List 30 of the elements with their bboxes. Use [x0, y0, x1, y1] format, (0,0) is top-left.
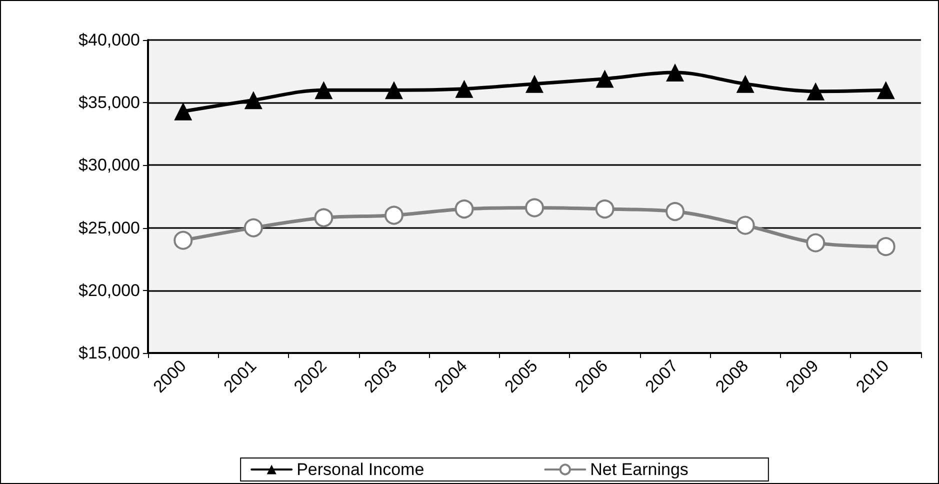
point [384, 206, 404, 225]
point [736, 216, 755, 235]
point [174, 230, 193, 250]
point [244, 218, 263, 238]
point [314, 208, 334, 228]
point [876, 81, 895, 100]
point [806, 82, 825, 100]
point [384, 81, 403, 100]
point [736, 74, 754, 93]
point [174, 102, 192, 120]
point [666, 64, 684, 82]
y-tick-label: $15,000 [78, 344, 140, 362]
point [596, 70, 614, 88]
point [595, 200, 614, 219]
y-tick-label: $35,000 [78, 93, 140, 112]
point [244, 91, 262, 110]
y-tick-label: $40,000 [78, 30, 140, 50]
y-tick-label: $25,000 [78, 218, 140, 238]
y-tick-label: $20,000 [78, 280, 140, 300]
legend-label: Personal Income [296, 460, 424, 479]
point [314, 81, 333, 100]
point [455, 80, 474, 98]
point [525, 198, 544, 218]
legend-label: Net Earnings [590, 460, 688, 479]
point [806, 233, 826, 252]
point [454, 200, 474, 219]
point [526, 74, 544, 93]
point [876, 237, 896, 256]
y-tick-label: $30,000 [78, 156, 140, 175]
point [666, 202, 685, 222]
